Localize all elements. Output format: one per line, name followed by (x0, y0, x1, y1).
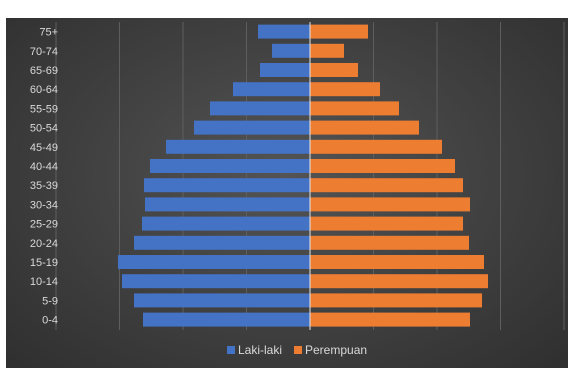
bar-female-20-24 (310, 235, 469, 250)
tick-label-25-29: 25-29 (30, 219, 58, 231)
bar-male-15-19 (118, 255, 310, 269)
bar-female-15-19 (310, 255, 484, 269)
bar-male-40-44 (150, 159, 310, 173)
bar-male-70-74 (272, 43, 310, 58)
bar-male-30-34 (145, 197, 310, 212)
tick-label-10-14: 10-14 (30, 276, 58, 288)
tick-label-70-74: 70-74 (30, 46, 58, 58)
tick-label-45-49: 45-49 (30, 142, 58, 154)
bar-male-25-29 (142, 216, 310, 231)
bar-female-65-69 (310, 63, 358, 77)
bar-male-20-24 (134, 235, 310, 250)
bar-male-10-14 (122, 274, 310, 289)
bar-male-50-54 (194, 120, 310, 135)
bar-female-30-34 (310, 197, 470, 212)
tick-label-15-19: 15-19 (30, 257, 58, 269)
tick-label-75+: 75+ (39, 27, 58, 39)
bar-female-10-14 (310, 274, 488, 289)
bar-male-55-59 (210, 101, 310, 116)
tick-label-50-54: 50-54 (30, 123, 58, 135)
legend-swatch-male (227, 346, 235, 354)
bar-female-75+ (310, 24, 368, 39)
bar-female-40-44 (310, 159, 455, 173)
bar-male-0-4 (143, 312, 310, 327)
legend-label-male: Laki-laki (238, 343, 282, 357)
bar-female-5-9 (310, 293, 482, 308)
bar-male-5-9 (134, 293, 310, 308)
bar-female-60-64 (310, 82, 380, 97)
legend-label-female: Perempuan (305, 343, 367, 357)
bar-male-65-69 (260, 63, 310, 77)
bar-female-70-74 (310, 43, 344, 58)
tick-label-5-9: 5-9 (42, 295, 58, 307)
bar-female-35-39 (310, 178, 463, 193)
tick-label-30-34: 30-34 (30, 199, 58, 211)
bar-female-25-29 (310, 216, 463, 231)
bar-male-35-39 (144, 178, 310, 193)
tick-label-40-44: 40-44 (30, 161, 58, 173)
tick-label-65-69: 65-69 (30, 65, 58, 77)
tick-label-35-39: 35-39 (30, 180, 58, 192)
tick-label-60-64: 60-64 (30, 84, 58, 96)
bar-female-55-59 (310, 101, 399, 116)
bar-female-45-49 (310, 139, 442, 154)
tick-label-0-4: 0-4 (42, 315, 58, 327)
legend-swatch-female (294, 346, 302, 354)
bar-male-75+ (258, 24, 310, 39)
tick-label-55-59: 55-59 (30, 103, 58, 115)
bar-female-0-4 (310, 312, 470, 327)
bar-female-50-54 (310, 120, 419, 135)
bar-male-45-49 (166, 139, 310, 154)
tick-label-20-24: 20-24 (30, 238, 58, 250)
bar-male-60-64 (233, 82, 310, 97)
